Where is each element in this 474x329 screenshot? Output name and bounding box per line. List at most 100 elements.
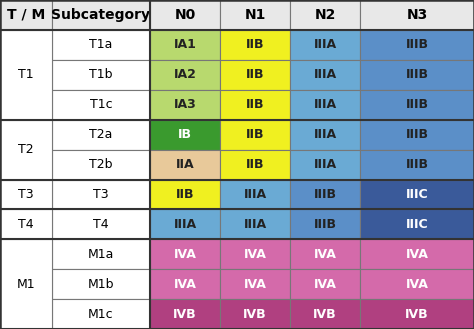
Text: IIIA: IIIA [313,158,337,171]
Bar [52,299,150,329]
Bar [360,209,474,239]
Text: M1: M1 [17,278,35,291]
Text: IVA: IVA [406,248,428,261]
Text: T2b: T2b [89,158,113,171]
Bar [52,209,150,239]
Bar [52,60,150,90]
Text: IVA: IVA [314,248,337,261]
Text: IIIB: IIIB [405,128,428,141]
Bar [290,120,360,150]
Bar [360,120,474,150]
Text: IVA: IVA [244,248,266,261]
Text: IIIC: IIIC [406,218,428,231]
Bar [150,0,220,30]
Text: IVB: IVB [405,308,429,320]
Bar [220,30,290,60]
Bar [52,239,150,269]
Text: IIIB: IIIB [405,98,428,111]
Text: IIIA: IIIA [313,68,337,81]
Bar [220,0,290,30]
Bar [360,60,474,90]
Bar [220,209,290,239]
Text: IVA: IVA [173,248,196,261]
Bar [290,209,360,239]
Bar [220,269,290,299]
Text: IIB: IIB [246,158,264,171]
Text: N3: N3 [406,8,428,22]
Bar [150,239,220,269]
Text: IIIB: IIIB [405,38,428,51]
Text: N1: N1 [244,8,266,22]
Text: IVB: IVB [313,308,337,320]
Text: M1c: M1c [88,308,114,320]
Text: T2a: T2a [89,128,113,141]
Bar [150,30,220,60]
Bar [360,269,474,299]
Bar [290,30,360,60]
Text: N2: N2 [314,8,336,22]
Text: IIIB: IIIB [313,188,337,201]
Bar [150,150,220,180]
Text: T2: T2 [18,143,34,156]
Bar [150,60,220,90]
Text: IIIA: IIIA [313,98,337,111]
Text: IA3: IA3 [173,98,196,111]
Bar [360,90,474,120]
Bar [52,30,150,60]
Text: IA2: IA2 [173,68,196,81]
Bar [220,299,290,329]
Text: T / M: T / M [7,8,45,22]
Bar [52,180,150,209]
Bar [0,30,52,120]
Text: T3: T3 [93,188,109,201]
Text: M1b: M1b [88,278,114,291]
Bar [220,239,290,269]
Bar [290,90,360,120]
Text: IIIA: IIIA [244,218,266,231]
Bar [290,60,360,90]
Text: IVA: IVA [406,278,428,291]
Text: IVA: IVA [173,278,196,291]
Text: N0: N0 [174,8,196,22]
Bar [0,180,52,209]
Bar [360,0,474,30]
Text: IIIA: IIIA [173,218,197,231]
Text: T1a: T1a [89,38,113,51]
Text: IVB: IVB [243,308,267,320]
Bar [0,239,52,329]
Text: T1c: T1c [90,98,112,111]
Text: T4: T4 [93,218,109,231]
Bar [220,90,290,120]
Text: IVA: IVA [314,278,337,291]
Bar [290,0,360,30]
Bar [220,120,290,150]
Bar [52,120,150,150]
Text: IIIB: IIIB [313,218,337,231]
Bar [290,239,360,269]
Bar [52,0,150,30]
Text: IA1: IA1 [173,38,196,51]
Text: IVA: IVA [244,278,266,291]
Text: IB: IB [178,128,192,141]
Text: IIB: IIB [246,38,264,51]
Bar [290,150,360,180]
Text: T1: T1 [18,68,34,81]
Bar [360,299,474,329]
Bar [150,299,220,329]
Bar [360,30,474,60]
Text: IIIC: IIIC [406,188,428,201]
Bar [150,120,220,150]
Bar [52,269,150,299]
Text: T4: T4 [18,218,34,231]
Text: IIB: IIB [246,128,264,141]
Bar [220,180,290,209]
Text: T3: T3 [18,188,34,201]
Text: IIIA: IIIA [313,38,337,51]
Bar [52,150,150,180]
Text: IIB: IIB [176,188,194,201]
Bar [150,269,220,299]
Bar [360,239,474,269]
Text: IIIA: IIIA [313,128,337,141]
Text: IIA: IIA [176,158,194,171]
Text: Subcategory: Subcategory [52,8,151,22]
